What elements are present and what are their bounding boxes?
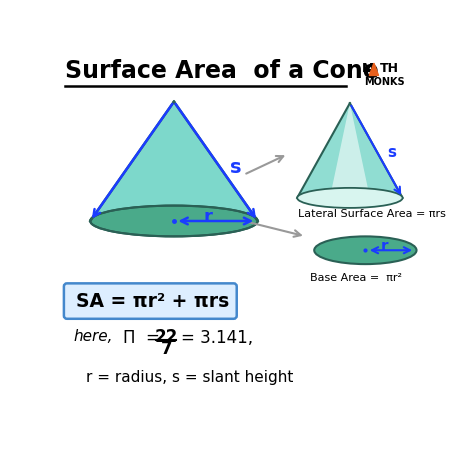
Ellipse shape bbox=[90, 206, 258, 237]
Text: M: M bbox=[362, 61, 374, 74]
Text: s: s bbox=[387, 145, 396, 160]
Text: SA = πr² + πrs: SA = πr² + πrs bbox=[76, 292, 229, 310]
Ellipse shape bbox=[297, 188, 402, 208]
Text: TH: TH bbox=[380, 61, 399, 74]
Text: Base Area =  πr²: Base Area = πr² bbox=[310, 274, 401, 283]
Text: Π  =: Π = bbox=[123, 329, 160, 347]
Text: Lateral Surface Area = πrs: Lateral Surface Area = πrs bbox=[298, 209, 446, 219]
Text: MONKS: MONKS bbox=[365, 77, 405, 87]
Polygon shape bbox=[330, 103, 370, 198]
Polygon shape bbox=[90, 102, 258, 221]
Polygon shape bbox=[369, 63, 379, 75]
Text: r = radius, s = slant height: r = radius, s = slant height bbox=[86, 370, 294, 384]
Text: s: s bbox=[230, 158, 241, 177]
Text: 22: 22 bbox=[155, 328, 178, 346]
Text: = 3.141,: = 3.141, bbox=[181, 329, 253, 347]
Text: r: r bbox=[381, 239, 388, 254]
Text: 7: 7 bbox=[160, 340, 172, 359]
FancyBboxPatch shape bbox=[64, 283, 237, 319]
Text: Surface Area  of a Cone: Surface Area of a Cone bbox=[65, 59, 379, 83]
Polygon shape bbox=[297, 103, 402, 198]
Ellipse shape bbox=[314, 237, 417, 264]
Text: r: r bbox=[203, 208, 212, 226]
Text: here,: here, bbox=[73, 329, 113, 344]
